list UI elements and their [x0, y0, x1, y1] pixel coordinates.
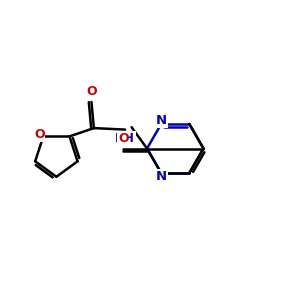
Text: O: O	[34, 128, 45, 141]
Text: NH: NH	[115, 132, 135, 145]
Text: O: O	[118, 132, 129, 145]
Text: O: O	[86, 85, 97, 98]
Text: N: N	[156, 114, 167, 127]
Text: N: N	[156, 170, 167, 183]
